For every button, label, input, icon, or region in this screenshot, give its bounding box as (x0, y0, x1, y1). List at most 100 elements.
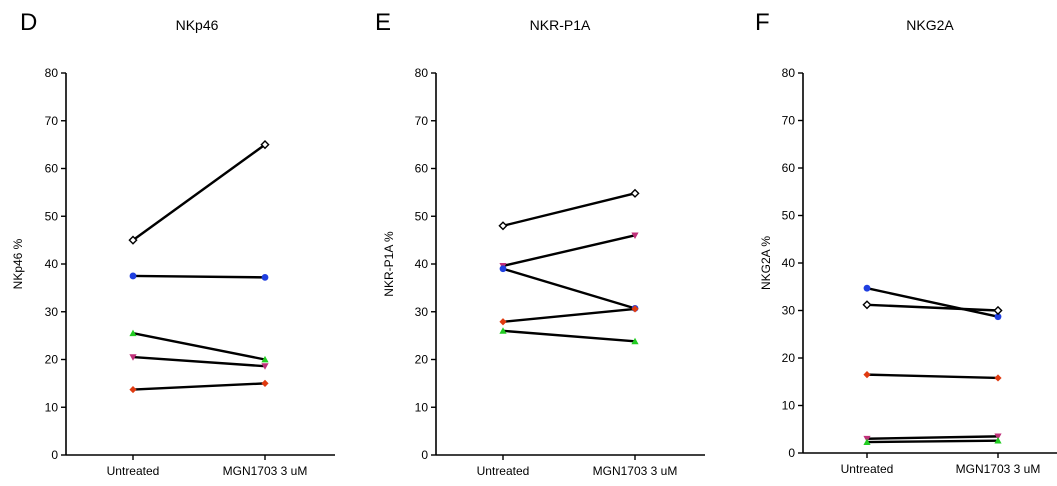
y-tick-label: 80 (415, 66, 429, 80)
panel-letter: F (755, 9, 770, 36)
series-diamond (499, 305, 639, 326)
series-triangle-up (129, 329, 269, 363)
y-tick-label: 70 (45, 114, 59, 128)
y-tick-label: 60 (415, 162, 429, 176)
series-triangle-up (863, 437, 1002, 445)
data-point-triangle-down (631, 232, 639, 239)
y-tick-label: 30 (415, 305, 429, 319)
y-tick-label: 20 (782, 351, 796, 365)
series-line (866, 287, 999, 318)
data-point-diamond-open (862, 300, 872, 310)
y-tick-label: 20 (415, 353, 429, 367)
y-tick-label: 10 (45, 400, 59, 414)
data-point-triangle-up (129, 329, 137, 337)
data-point-circle (129, 272, 137, 280)
series-diamond-open (862, 300, 1003, 316)
data-point-diamond (863, 371, 871, 379)
x-tick-label: MGN1703 3 uM (956, 462, 1041, 476)
y-tick-label: 0 (51, 448, 58, 462)
series-line (866, 435, 999, 440)
panel-e: E NKR-P1A 0 10 20 30 40 50 60 70 80 Untreated MGN170… (375, 9, 705, 478)
series-triangle-down (129, 354, 269, 370)
y-tick-label: 70 (782, 114, 796, 128)
y-tick-label: 70 (415, 114, 429, 128)
series-line (502, 307, 636, 323)
panel-letter: E (375, 9, 391, 36)
y-tick-label: 80 (782, 66, 796, 80)
y-tick-label: 60 (45, 162, 59, 176)
series-circle (499, 265, 639, 312)
y-tick-label: 80 (45, 66, 59, 80)
data-point-diamond-open (993, 305, 1003, 316)
y-axis-label: NKp46 % (11, 238, 25, 289)
series-line (502, 267, 636, 310)
y-tick-label: 0 (788, 446, 795, 460)
series-circle (129, 272, 269, 281)
x-tick-label: MGN1703 3 uM (223, 464, 308, 478)
x-tick-label: Untreated (107, 464, 160, 478)
data-point-circle (994, 313, 1002, 321)
series-line (132, 355, 266, 368)
y-tick-label: 40 (45, 257, 59, 271)
series-line (132, 274, 266, 279)
y-tick-label: 30 (782, 304, 796, 318)
y-tick-label: 50 (782, 209, 796, 223)
series-triangle-up (499, 327, 639, 345)
x-tick-label: Untreated (841, 462, 894, 476)
series-line (132, 382, 266, 391)
chart-title: NKR-P1A (530, 17, 591, 33)
chart-title: NKG2A (906, 17, 954, 33)
x-tick-label: MGN1703 3 uM (593, 464, 678, 478)
panel-f: F NKG2A 0 10 20 30 40 50 60 70 80 Untreated MGN1703 … (755, 9, 1057, 476)
data-point-circle (499, 265, 507, 273)
data-point-diamond-open (630, 188, 640, 198)
series-diamond (129, 379, 269, 394)
data-point-diamond-open (260, 140, 270, 150)
x-tick-label: Untreated (477, 464, 530, 478)
y-axis-label: NKG2A % (759, 236, 773, 290)
series-diamond-open (128, 140, 270, 245)
data-point-triangle-up (499, 327, 507, 334)
data-point-triangle-down (994, 433, 1002, 440)
data-point-triangle-up (261, 355, 269, 363)
data-point-triangle-up (863, 438, 871, 445)
panel-d: D NKp46 0 10 20 30 40 50 60 70 80 Untreated MGN1703 … (11, 9, 335, 478)
data-point-diamond-open (498, 221, 508, 231)
y-axis-label: NKR-P1A % (382, 231, 396, 297)
series-line (132, 143, 266, 242)
series-line (866, 439, 999, 444)
data-point-triangle-up (994, 437, 1002, 444)
y-tick-label: 10 (415, 400, 429, 414)
data-point-diamond (631, 305, 639, 313)
series-line (502, 329, 636, 343)
series-line (502, 192, 636, 227)
y-tick-label: 20 (45, 353, 59, 367)
panel-letter: D (20, 9, 37, 36)
series-diamond-open (498, 188, 640, 231)
series-line (866, 303, 999, 312)
y-tick-label: 40 (415, 257, 429, 271)
data-point-diamond (499, 318, 507, 326)
series-line (132, 332, 266, 361)
y-tick-label: 0 (421, 448, 428, 462)
data-point-triangle-down (261, 363, 269, 370)
data-point-diamond-open (128, 235, 138, 245)
series-line (866, 373, 999, 380)
y-tick-label: 60 (782, 161, 796, 175)
data-point-diamond (261, 379, 269, 387)
data-point-triangle-down (129, 354, 137, 361)
series-line (502, 234, 636, 268)
y-tick-label: 40 (782, 256, 796, 270)
y-tick-label: 50 (45, 209, 59, 223)
data-point-circle (261, 273, 269, 281)
series-diamond (863, 371, 1002, 382)
data-point-diamond (129, 385, 137, 394)
data-point-triangle-up (631, 337, 639, 345)
y-tick-label: 30 (45, 305, 59, 319)
data-point-circle (863, 284, 871, 292)
chart-title: NKp46 (176, 17, 219, 33)
y-tick-label: 50 (415, 209, 429, 223)
data-point-diamond (994, 374, 1002, 382)
